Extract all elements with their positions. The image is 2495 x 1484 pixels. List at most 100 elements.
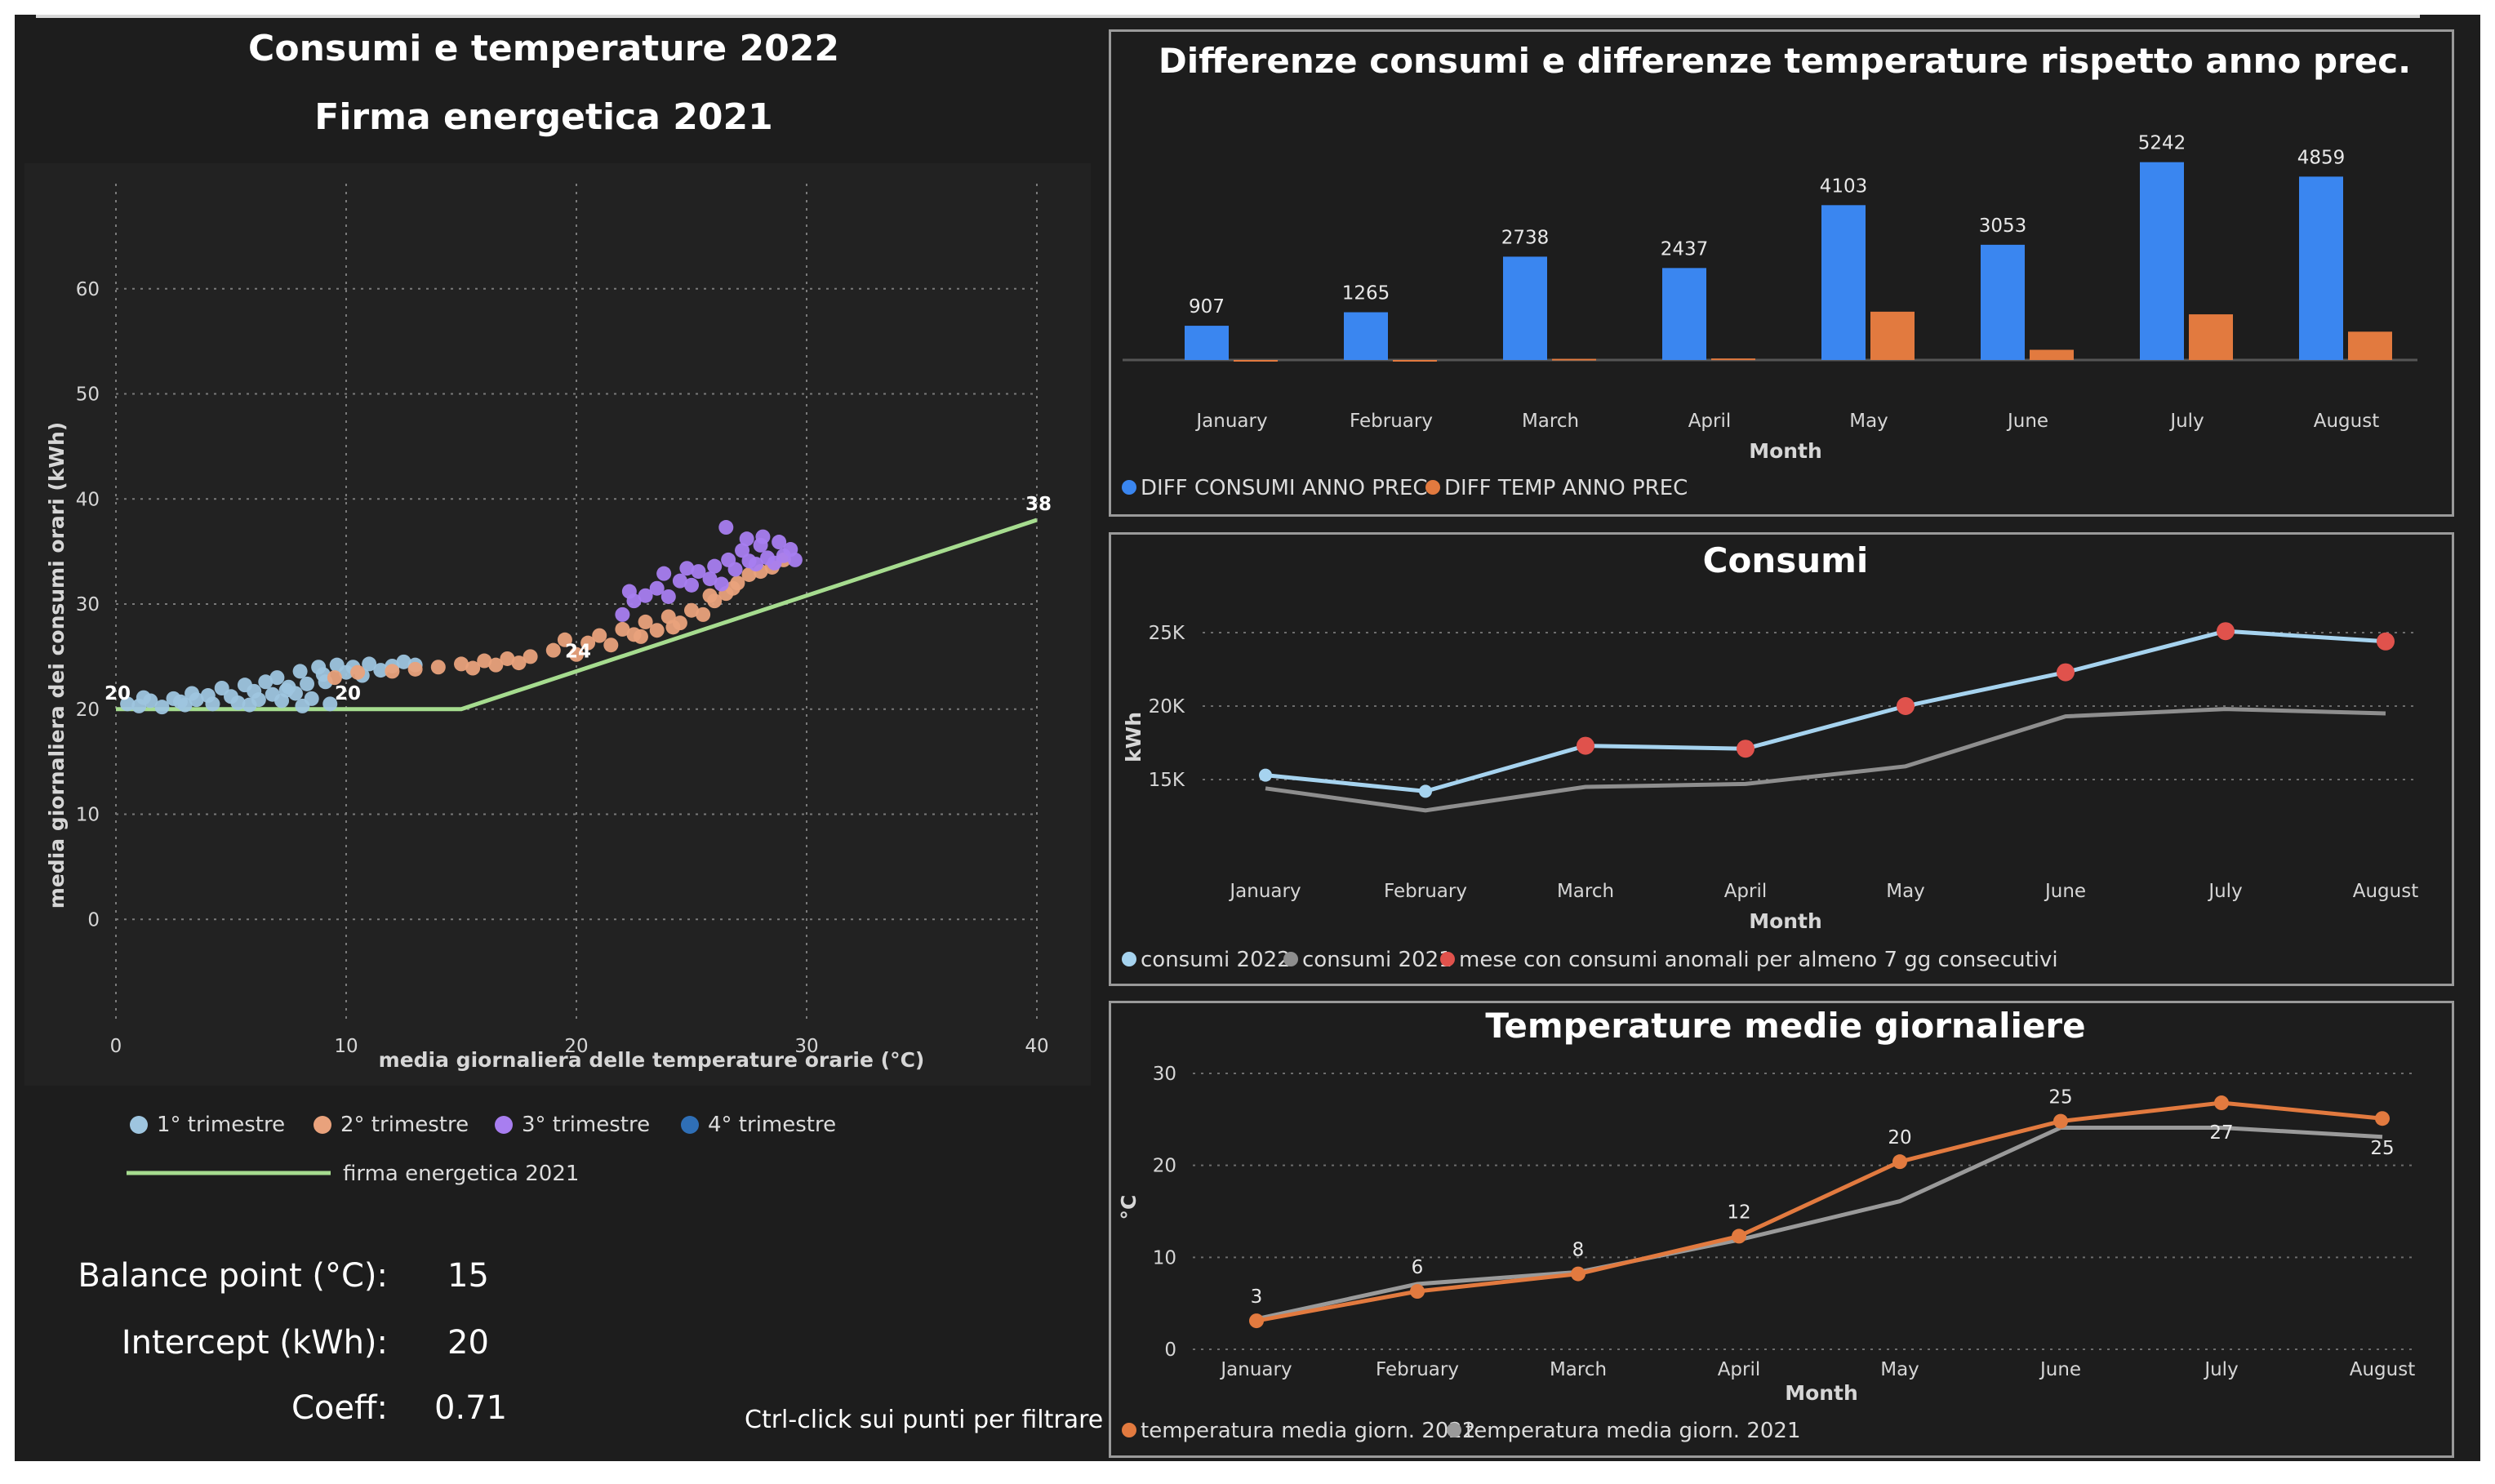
intercept-label: Intercept (kWh): — [121, 1324, 388, 1362]
scatter-point — [615, 621, 630, 637]
annotation-label: 24 — [565, 641, 591, 662]
legend-marker — [1122, 1423, 1136, 1437]
x-tick-label: January — [1194, 411, 1267, 432]
legend-label: consumi 2021 — [1302, 948, 1452, 972]
legend-marker — [495, 1116, 513, 1134]
bar-data-label: 5242 — [2138, 133, 2186, 154]
scatter-card — [24, 163, 1091, 1086]
scatter-point — [185, 686, 200, 701]
x-tick-label: August — [2314, 411, 2380, 432]
scatter-point — [787, 552, 803, 567]
line-consumi-2022 — [1265, 629, 2386, 793]
bar-diff-consumi — [1662, 268, 1706, 360]
temperature-chart[interactable]: Temperature medie giornaliere 0 10 20 30 3 Ja… — [1111, 1003, 2452, 1455]
temp-data-label: 8 — [1572, 1240, 1585, 1261]
consumi-panel: Consumi 15K 20K 25K January February March Apr… — [1109, 532, 2454, 986]
anomaly-marker — [2377, 632, 2395, 651]
consumi-content[interactable]: 15K 20K 25K January February March April May Jun… — [1149, 622, 2419, 902]
line-temp-2022 — [1256, 1100, 2383, 1323]
scatter-x-axis-title: media giornaliera delle temperature orar… — [379, 1048, 925, 1072]
temperature-x-axis-title: Month — [1785, 1381, 1858, 1405]
scatter-legend[interactable]: 1° trimestre 2° trimestre 3° trimestre 4° t… — [127, 1113, 836, 1186]
scatter-point — [295, 698, 310, 713]
legend-label: 3° trimestre — [522, 1113, 650, 1137]
coeff-value: 0.71 — [434, 1389, 508, 1427]
annotation-label: 38 — [1025, 494, 1052, 515]
temp-2022-marker — [1571, 1266, 1586, 1282]
bar-diff-temp — [2189, 314, 2233, 360]
x-tick-label: June — [2006, 411, 2048, 432]
anomaly-marker — [1577, 736, 1594, 755]
temperature-panel: Temperature medie giornaliere 0 10 20 30 3 Ja… — [1109, 1001, 2454, 1458]
bar-content[interactable]: 907 January 1265 February 2738 March 2437 April… — [1123, 133, 2417, 432]
temp-2022-marker — [1892, 1154, 1907, 1170]
scatter-points[interactable] — [120, 520, 803, 715]
scatter-annotations: 20 20 24 38 — [105, 494, 1052, 704]
legend-label: 2° trimestre — [340, 1113, 469, 1137]
scatter-point — [684, 602, 699, 618]
x-tick-label: March — [1550, 1359, 1607, 1380]
consumi-chart[interactable]: Consumi 15K 20K 25K January February March Apr… — [1111, 535, 2452, 984]
scatter-point — [702, 571, 718, 587]
legend-marker — [1440, 952, 1455, 966]
scatter-point — [714, 576, 729, 592]
y-tick-label: 30 — [76, 594, 100, 615]
scatter-point — [696, 606, 711, 622]
firma-chart[interactable]: Consumi e temperature 2022 Firma energet… — [0, 0, 1127, 1484]
x-tick-label: April — [1718, 1359, 1761, 1380]
scatter-y-axis-title: media giornaliera dei consumi orari (kWh… — [45, 422, 69, 909]
scatter-point — [511, 655, 527, 671]
x-tick-label: July — [2168, 411, 2204, 432]
scatter-point — [557, 632, 572, 647]
legend-marker — [1425, 480, 1440, 495]
annotation-label: 20 — [335, 683, 361, 704]
consumi-legend[interactable]: consumi 2022 consumi 2021 mese con consumi… — [1122, 948, 2058, 972]
firma-line-group — [116, 518, 1038, 712]
x-tick-label: May — [1886, 881, 1925, 902]
scatter-point — [621, 584, 637, 599]
scatter-point — [154, 700, 170, 715]
x-tick-label: August — [2350, 1359, 2416, 1380]
scatter-point — [500, 651, 515, 666]
x-tick-label: February — [1350, 411, 1433, 432]
scatter-point — [258, 674, 274, 690]
scatter-point — [322, 696, 338, 712]
scatter-point — [430, 660, 446, 675]
x-tick-label: February — [1376, 1359, 1459, 1380]
x-tick-label: 40 — [1025, 1036, 1048, 1057]
y-tick-label: 20K — [1149, 696, 1185, 718]
scatter-grid — [115, 184, 1038, 1024]
scatter-point — [727, 562, 743, 577]
consumi-2022-marker — [1419, 784, 1432, 798]
x-tick-label: May — [1880, 1359, 1919, 1380]
y-tick-label: 0 — [87, 909, 100, 931]
scatter-point — [120, 696, 136, 712]
temp-data-label: 3 — [1251, 1286, 1263, 1308]
bar-diff-temp — [1393, 360, 1437, 362]
bar-diff-consumi — [1185, 326, 1229, 360]
temperature-content[interactable]: 0 10 20 30 3 January 6 February 8 March 12 April 20 M… — [1153, 1064, 2417, 1380]
scatter-point — [407, 661, 423, 677]
y-tick-label: 15K — [1149, 770, 1185, 791]
legend-marker — [130, 1116, 148, 1134]
consumi-x-axis-title: Month — [1749, 909, 1822, 933]
scatter-point — [660, 589, 676, 604]
diff-chart[interactable]: Differenze consumi e differenze temperat… — [1111, 32, 2452, 514]
bar-data-label: 1265 — [1342, 283, 1390, 304]
scatter-point — [385, 664, 400, 679]
legend-label: DIFF TEMP ANNO PREC — [1444, 476, 1688, 500]
temp-2022-marker — [2375, 1111, 2390, 1126]
firma-line — [116, 518, 1038, 712]
scatter-point — [242, 697, 257, 713]
scatter-point — [172, 694, 188, 709]
temp-data-label: 6 — [1412, 1257, 1424, 1278]
temperature-legend[interactable]: temperatura media giorn. 2022temperatura… — [1122, 1419, 1801, 1443]
consumi-y-axis-title: kWh — [1122, 712, 1145, 762]
scatter-point — [136, 690, 151, 705]
scatter-point — [679, 561, 695, 576]
scatter-point — [691, 564, 706, 580]
x-tick-label: June — [2039, 1359, 2081, 1380]
diff-legend[interactable]: DIFF CONSUMI ANNO PREC DIFF TEMP ANNO PRE… — [1122, 476, 1688, 500]
legend-label: 1° trimestre — [157, 1113, 285, 1137]
scatter-point — [269, 670, 285, 686]
